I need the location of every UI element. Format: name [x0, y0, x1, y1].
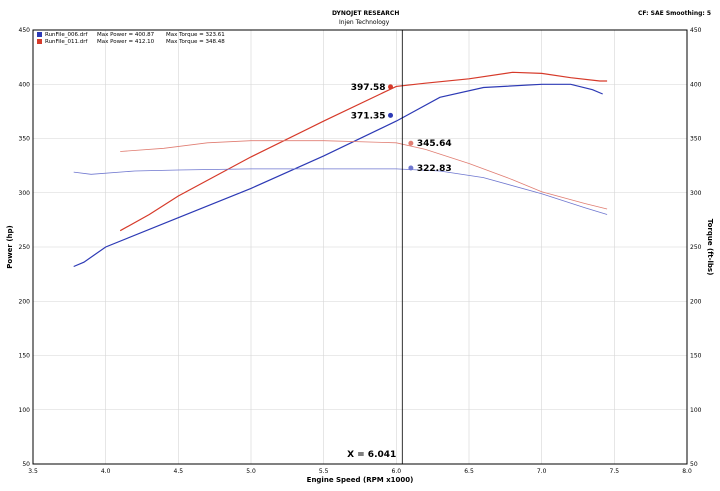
- x-tick-label: 7.5: [610, 468, 620, 475]
- y-tick-label: 150: [19, 353, 31, 360]
- y-tick-label: 50: [22, 461, 30, 468]
- y-tick-label: 250: [19, 244, 31, 251]
- marker-point: [388, 84, 394, 90]
- x-tick-label: 5.0: [246, 468, 256, 475]
- y-tick-label: 400: [19, 81, 31, 88]
- y-tick-label: 300: [19, 190, 31, 197]
- x-tick-label: 6.5: [464, 468, 474, 475]
- y-tick-label: 100: [19, 407, 31, 414]
- y2-tick-label: 100: [690, 407, 702, 414]
- grid: [32, 29, 688, 465]
- y2-tick-label: 300: [690, 190, 702, 197]
- series-power-runfile-011-drf: [119, 71, 608, 232]
- y2-tick-label: 400: [690, 81, 702, 88]
- markers-layer: 397.58 371.35 345.64 322.83: [351, 83, 452, 174]
- y2-tick-label: 150: [690, 353, 702, 360]
- y2-tick-label: 350: [690, 136, 702, 143]
- legend-torque: Max Torque = 348.48: [166, 39, 225, 45]
- x-tick-label: 7.0: [537, 468, 547, 475]
- marker-point: [408, 165, 414, 171]
- data-label: 322.83: [417, 164, 452, 174]
- y-tick-label: 450: [19, 27, 31, 34]
- y2-tick-label: 200: [690, 298, 702, 305]
- data-label: 397.58: [351, 83, 386, 93]
- cursor-label: X = 6.041: [347, 450, 396, 460]
- x-tick-label: 4.0: [101, 468, 111, 475]
- y2-axis-label: Torque (ft-lbs): [706, 219, 714, 276]
- data-label: 345.64: [417, 139, 452, 149]
- x-axis-label: Engine Speed (RPM x1000): [307, 476, 414, 484]
- cursor: X = 6.041: [347, 30, 403, 464]
- x-tick-label: 8.0: [682, 468, 692, 475]
- series-power-runfile-006-drf: [73, 83, 603, 268]
- correction-info: CF: SAE Smoothing: 5: [638, 10, 712, 17]
- legend-torque: Max Torque = 323.61: [166, 32, 225, 38]
- legend-swatch: [37, 39, 42, 44]
- legend-swatch: [37, 32, 42, 37]
- legend: RunFile_006.drf Max Power = 400.87 Max Tor…: [37, 32, 225, 45]
- x-tick-label: 5.5: [319, 468, 329, 475]
- y-tick-label: 200: [19, 298, 31, 305]
- data-label: 371.35: [351, 111, 386, 121]
- x-tick-label: 3.5: [28, 468, 38, 475]
- y-tick-label: 350: [19, 136, 31, 143]
- company-title: DYNOJET RESEARCH: [332, 10, 400, 17]
- x-tick-label: 6.0: [392, 468, 402, 475]
- legend-file: RunFile_011.drf: [45, 39, 88, 45]
- series-torque-runfile-006-drf: [73, 168, 608, 215]
- marker-point: [408, 140, 414, 146]
- legend-power: Max Power = 412.10: [97, 39, 155, 45]
- x-ticks: 3.5 4.0 4.5 5.0 5.5 6.0 6.5 7.0 7.5 8.0: [28, 468, 692, 475]
- y-axis-label: Power (hp): [6, 225, 14, 268]
- legend-file: RunFile_006.drf: [45, 32, 88, 38]
- y-ticks: 50 50 100 100 150 150 200 200 250 250 300 300 350 350…: [19, 27, 702, 468]
- y2-tick-label: 450: [690, 27, 702, 34]
- y2-tick-label: 50: [690, 461, 698, 468]
- x-tick-label: 4.5: [174, 468, 184, 475]
- y2-tick-label: 250: [690, 244, 702, 251]
- legend-power: Max Power = 400.87: [97, 32, 155, 38]
- plot-frame: [32, 29, 688, 465]
- series-layer: [73, 71, 608, 268]
- series-torque-runfile-011-drf: [120, 140, 608, 210]
- company-subtitle: Injen Technology: [339, 19, 390, 26]
- marker-point: [388, 112, 394, 118]
